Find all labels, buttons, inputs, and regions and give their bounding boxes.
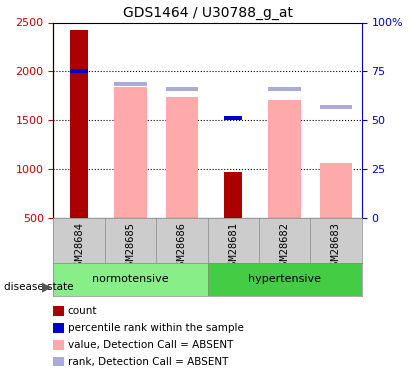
Text: normotensive: normotensive — [92, 274, 169, 284]
Text: GSM28684: GSM28684 — [74, 222, 84, 272]
Bar — [70, 69, 88, 73]
Text: GSM28685: GSM28685 — [125, 222, 136, 272]
Bar — [268, 99, 301, 218]
Text: count: count — [68, 306, 97, 316]
Text: GSM28681: GSM28681 — [228, 222, 238, 272]
Text: ▶: ▶ — [42, 280, 52, 293]
Bar — [114, 87, 147, 218]
Bar — [320, 163, 352, 218]
Title: GDS1464 / U30788_g_at: GDS1464 / U30788_g_at — [122, 6, 293, 20]
Bar — [268, 87, 301, 91]
Text: rank, Detection Call = ABSENT: rank, Detection Call = ABSENT — [68, 357, 228, 366]
Text: GSM28686: GSM28686 — [177, 222, 187, 272]
Text: percentile rank within the sample: percentile rank within the sample — [68, 323, 244, 333]
Bar — [114, 82, 147, 86]
Bar — [53, 262, 208, 296]
Text: GSM28682: GSM28682 — [279, 222, 290, 272]
Bar — [70, 30, 88, 217]
Bar — [166, 97, 198, 218]
Bar — [166, 87, 198, 91]
Bar — [224, 172, 242, 217]
Bar — [208, 262, 362, 296]
Text: GSM28683: GSM28683 — [331, 222, 341, 272]
Bar — [320, 105, 352, 109]
Text: disease state: disease state — [4, 282, 74, 292]
Text: value, Detection Call = ABSENT: value, Detection Call = ABSENT — [68, 340, 233, 350]
Text: hypertensive: hypertensive — [248, 274, 321, 284]
Bar — [224, 116, 242, 120]
